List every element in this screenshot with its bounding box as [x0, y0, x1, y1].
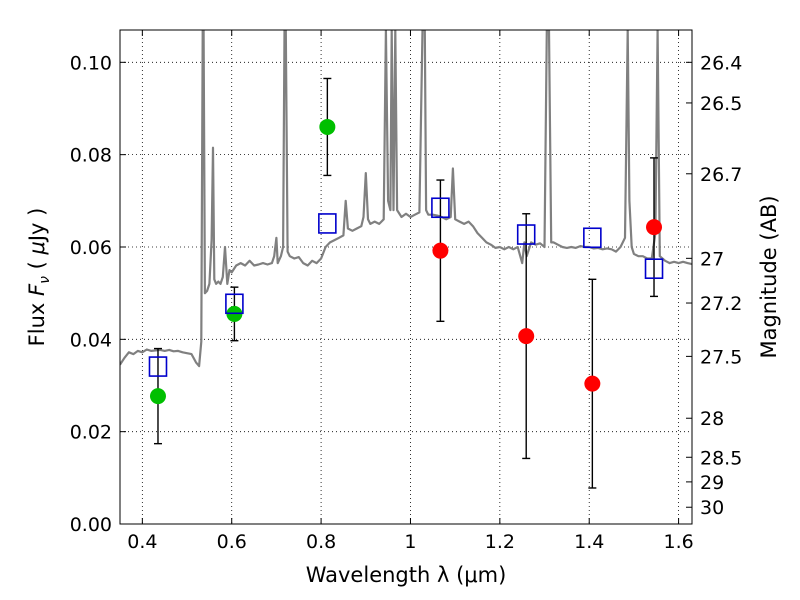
mag-tick-label: 26.5: [700, 93, 742, 115]
markers-layer: [148, 118, 664, 405]
x-tick-label: 1.4: [574, 531, 604, 553]
x-tick-label: 0.6: [217, 531, 247, 553]
mag-tick-label: 29: [700, 472, 724, 494]
mag-tick-label: 27.2: [700, 293, 742, 315]
data-point-square: [516, 224, 536, 245]
x-tick-label: 1.6: [663, 531, 693, 553]
plot-frame: [119, 29, 693, 525]
y-axis-label-part: ν: [37, 276, 53, 284]
data-point-circle: [149, 388, 166, 405]
y-axis-label-part: Jy ): [25, 208, 49, 244]
data-point-square: [148, 356, 168, 377]
axis-ticks: 0.4 0.6 0.8 1 1.2 1.4 1.6 0.00 0.02 0.04 0.06 0.08 0…: [70, 30, 742, 553]
data-point-square: [318, 213, 337, 234]
x-tick-label: 0.4: [127, 531, 157, 553]
mag-tick-label: 27.5: [700, 346, 742, 368]
x-axis-label: Wavelength λ (μm): [306, 563, 507, 587]
data-point-square: [225, 293, 244, 315]
y-tick-label: 0.04: [70, 329, 112, 351]
data-point-circle: [584, 375, 601, 392]
data-point-circle: [432, 242, 449, 259]
data-point-square: [583, 227, 602, 249]
mag-tick-label: 30: [700, 497, 724, 519]
x-tick-label: 0.8: [306, 531, 336, 553]
mag-tick-label: 26.7: [700, 164, 742, 186]
data-point-circle: [319, 118, 336, 135]
y-axis-label-part: F: [25, 283, 49, 296]
mag-tick-label: 26.4: [700, 52, 742, 74]
y-tick-label: 0.02: [70, 422, 112, 444]
y-axis-label-part: (: [25, 255, 49, 277]
y-axis-label-part: Flux: [25, 296, 49, 346]
y-tick-label: 0.00: [70, 514, 112, 536]
x-tick-label: 1: [404, 531, 416, 553]
data-point-square: [644, 258, 664, 279]
y-tick-label: 0.08: [70, 145, 112, 167]
data-point-square: [431, 197, 450, 219]
mag-tick-label: 28.5: [700, 447, 742, 469]
mag-tick-label: 28: [700, 408, 724, 430]
y-tick-label: 0.06: [70, 237, 112, 259]
data-point-circle: [646, 219, 663, 236]
y-axis-label: Flux Fν ( μJy ): [25, 208, 53, 347]
right-axis-label: Magnitude (AB): [757, 195, 781, 358]
mag-tick-label: 27: [700, 248, 724, 270]
x-tick-label: 1.2: [485, 531, 515, 553]
y-axis-label-part: μ: [25, 241, 49, 255]
y-tick-label: 0.10: [70, 52, 112, 74]
data-point-circle: [518, 328, 535, 345]
